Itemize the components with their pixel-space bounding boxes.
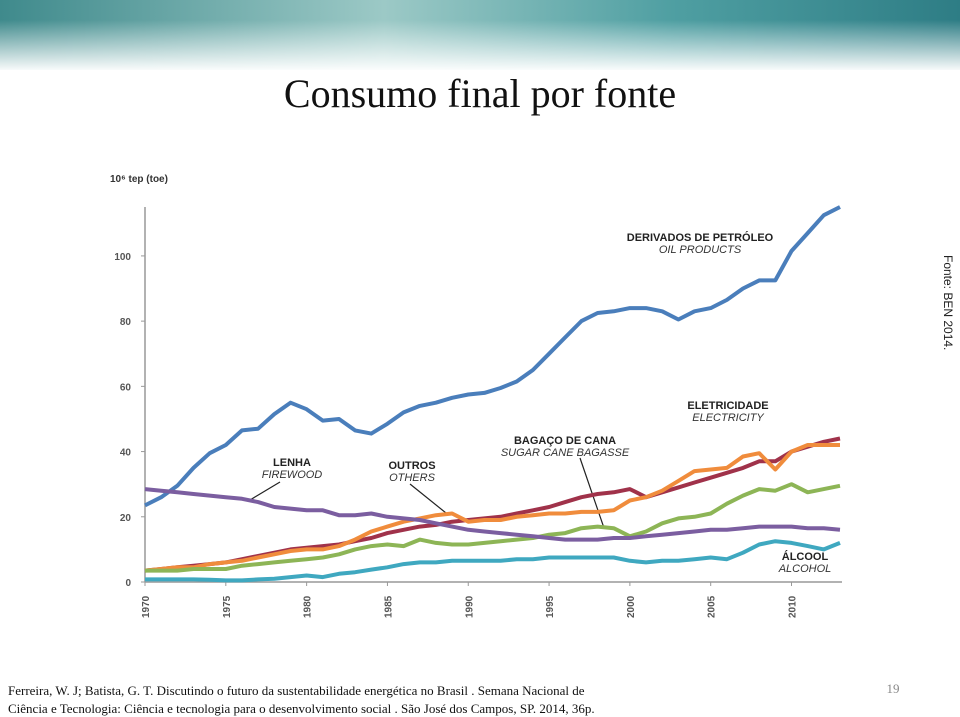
series-line xyxy=(145,482,841,573)
x-tick-label: 2010 xyxy=(788,595,799,618)
series-label-en: ELECTRICITY xyxy=(692,412,764,424)
series-line xyxy=(144,487,841,542)
series-line xyxy=(144,205,841,508)
series-label: ELETRICIDADE xyxy=(687,400,768,412)
series-label: ÁLCOOL xyxy=(782,550,829,563)
series-label: BAGAÇO DE CANA xyxy=(514,435,616,447)
page-number: 19 xyxy=(887,681,900,696)
series-label-en: FIREWOOD xyxy=(262,469,323,481)
y-tick-label: 100 xyxy=(114,252,131,263)
slide-title: Consumo final por fonte xyxy=(284,71,676,116)
x-tick-label: 1990 xyxy=(464,595,475,618)
series-label-en: SUGAR CANE BAGASSE xyxy=(501,447,630,459)
y-tick-label: 20 xyxy=(120,513,132,524)
y-axis-label: 10⁶ tep (toe) xyxy=(110,174,168,185)
series-line xyxy=(144,436,841,573)
x-tick-label: 1975 xyxy=(222,595,233,618)
x-tick-label: 1995 xyxy=(545,595,556,618)
citation: Ferreira, W. J; Batista, G. T. Discutind… xyxy=(8,683,585,698)
y-tick-label: 0 xyxy=(125,578,131,589)
leader-lines xyxy=(249,457,605,529)
y-tick-label: 40 xyxy=(120,448,132,459)
y-tick-label: 60 xyxy=(120,382,132,393)
series-label-en: OIL PRODUCTS xyxy=(659,244,742,256)
header-fade xyxy=(0,20,960,72)
y-tick-label: 80 xyxy=(120,317,132,328)
series-label: LENHA xyxy=(273,457,311,469)
series-line xyxy=(145,539,841,583)
series-line xyxy=(144,443,840,573)
series-label: DERIVADOS DE PETRÓLEO xyxy=(627,231,774,244)
x-tick-label: 1980 xyxy=(303,595,314,618)
series-label: OUTROS xyxy=(388,460,435,472)
source-note: Fonte: BEN 2014. xyxy=(941,255,955,350)
series-label-en: OTHERS xyxy=(389,472,436,484)
x-tick-label: 1985 xyxy=(383,595,394,618)
citation: Ciência e Tecnologia: Ciência e tecnolog… xyxy=(8,701,595,716)
series-label-en: ALCOHOL xyxy=(778,563,832,575)
x-tick-label: 2005 xyxy=(707,595,718,618)
x-tick-label: 1970 xyxy=(141,595,152,618)
x-tick-label: 2000 xyxy=(626,595,637,618)
